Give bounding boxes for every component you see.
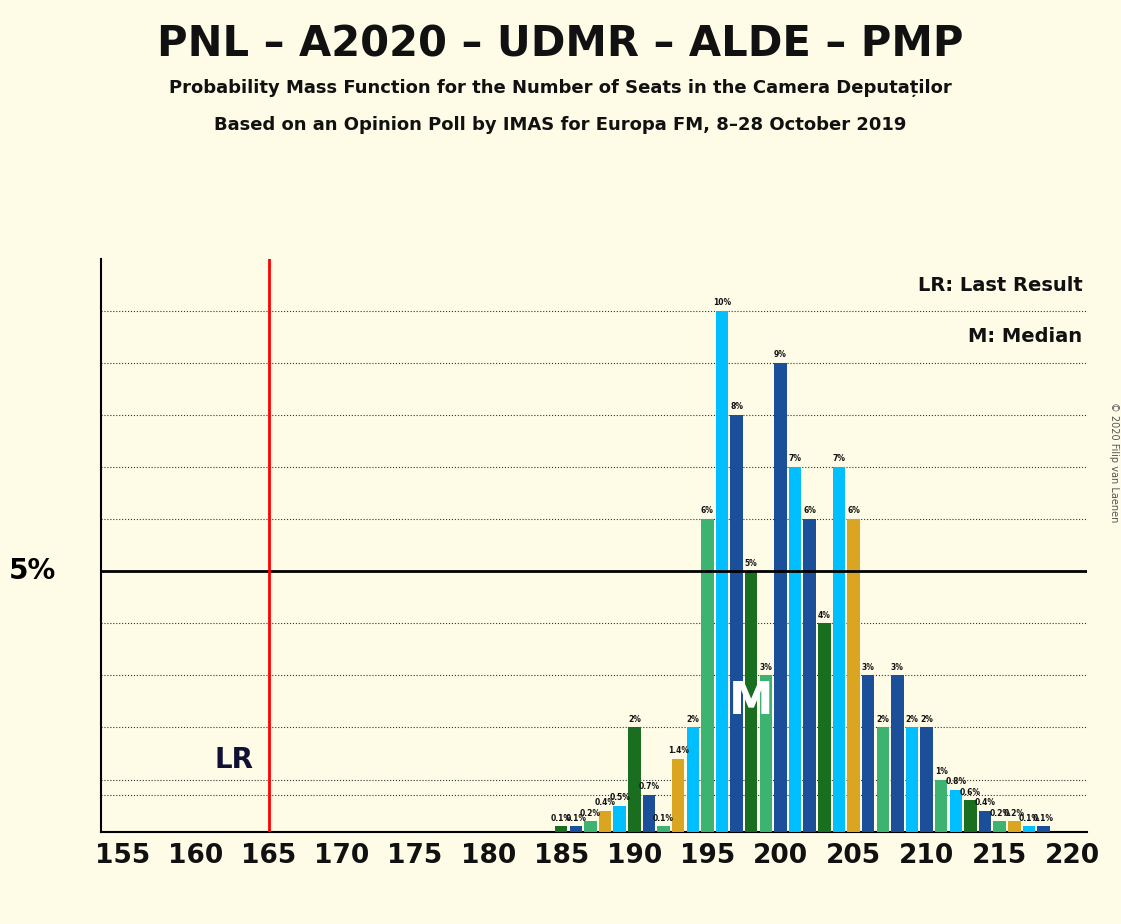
Bar — [555, 826, 567, 832]
Text: 0.2%: 0.2% — [580, 808, 601, 818]
Bar — [731, 415, 743, 832]
Text: 1%: 1% — [935, 767, 947, 776]
Bar — [671, 759, 685, 832]
Bar — [628, 727, 640, 832]
Text: 3%: 3% — [862, 663, 874, 672]
Text: M: Median: M: Median — [969, 327, 1083, 346]
Bar — [993, 821, 1006, 832]
Text: 2%: 2% — [686, 715, 700, 723]
Bar — [891, 675, 904, 832]
Bar — [818, 624, 831, 832]
Bar — [599, 810, 611, 832]
Text: 0.2%: 0.2% — [1003, 808, 1025, 818]
Bar — [686, 727, 700, 832]
Bar — [613, 806, 626, 832]
Bar — [642, 796, 655, 832]
Text: 0.4%: 0.4% — [974, 798, 995, 808]
Text: Probability Mass Function for the Number of Seats in the Camera Deputaților: Probability Mass Function for the Number… — [169, 79, 952, 96]
Text: 7%: 7% — [788, 455, 802, 464]
Text: 0.4%: 0.4% — [594, 798, 615, 808]
Text: 0.1%: 0.1% — [654, 814, 674, 822]
Text: Based on an Opinion Poll by IMAS for Europa FM, 8–28 October 2019: Based on an Opinion Poll by IMAS for Eur… — [214, 116, 907, 133]
Bar — [1008, 821, 1020, 832]
Text: 2%: 2% — [877, 715, 889, 723]
Bar — [906, 727, 918, 832]
Bar — [847, 519, 860, 832]
Bar — [716, 310, 729, 832]
Text: 0.1%: 0.1% — [565, 814, 586, 822]
Text: 2%: 2% — [920, 715, 933, 723]
Bar — [1022, 826, 1035, 832]
Bar — [949, 790, 962, 832]
Bar — [964, 800, 976, 832]
Text: 3%: 3% — [891, 663, 904, 672]
Text: 6%: 6% — [847, 506, 860, 516]
Text: 6%: 6% — [701, 506, 714, 516]
Bar — [804, 519, 816, 832]
Bar — [833, 467, 845, 832]
Bar — [877, 727, 889, 832]
Text: 5%: 5% — [744, 558, 758, 567]
Text: 7%: 7% — [833, 455, 845, 464]
Text: M: M — [729, 680, 773, 723]
Text: 10%: 10% — [713, 298, 731, 307]
Text: 0.8%: 0.8% — [945, 777, 966, 786]
Text: 8%: 8% — [730, 402, 743, 411]
Text: 0.1%: 0.1% — [1018, 814, 1039, 822]
Text: 0.1%: 0.1% — [550, 814, 572, 822]
Text: PNL – A2020 – UDMR – ALDE – PMP: PNL – A2020 – UDMR – ALDE – PMP — [157, 23, 964, 65]
Text: LR: Last Result: LR: Last Result — [918, 276, 1083, 295]
Bar — [657, 826, 669, 832]
Bar — [745, 571, 758, 832]
Text: 0.5%: 0.5% — [610, 793, 630, 802]
Bar — [569, 826, 582, 832]
Text: © 2020 Filip van Laenen: © 2020 Filip van Laenen — [1109, 402, 1119, 522]
Bar — [775, 363, 787, 832]
Text: LR: LR — [214, 746, 253, 774]
Text: 4%: 4% — [818, 611, 831, 620]
Bar — [584, 821, 596, 832]
Text: 1.4%: 1.4% — [668, 746, 688, 755]
Text: 0.1%: 0.1% — [1034, 814, 1054, 822]
Text: 9%: 9% — [773, 350, 787, 359]
Text: 2%: 2% — [906, 715, 918, 723]
Bar — [760, 675, 772, 832]
Text: 0.7%: 0.7% — [638, 783, 659, 792]
Text: 2%: 2% — [628, 715, 641, 723]
Bar — [935, 780, 947, 832]
Text: 3%: 3% — [759, 663, 772, 672]
Bar — [862, 675, 874, 832]
Bar — [789, 467, 802, 832]
Bar — [979, 810, 991, 832]
Bar — [1037, 826, 1049, 832]
Bar — [701, 519, 714, 832]
Bar — [920, 727, 933, 832]
Text: 0.6%: 0.6% — [960, 787, 981, 796]
Text: 5%: 5% — [9, 557, 56, 585]
Text: 6%: 6% — [804, 506, 816, 516]
Text: 0.2%: 0.2% — [989, 808, 1010, 818]
